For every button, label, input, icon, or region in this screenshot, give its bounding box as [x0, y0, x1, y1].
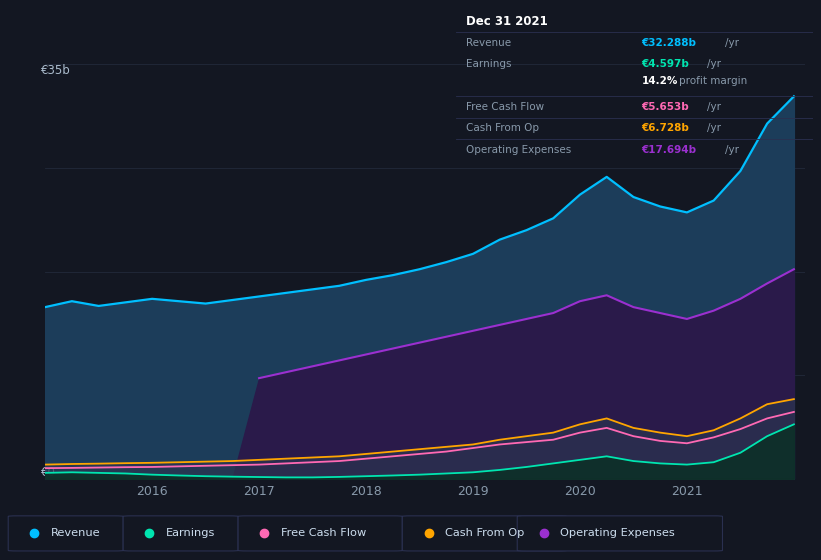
FancyBboxPatch shape [402, 516, 566, 551]
Text: Cash From Op: Cash From Op [466, 123, 539, 133]
Text: Cash From Op: Cash From Op [445, 529, 525, 538]
Text: €0: €0 [41, 466, 56, 479]
Text: /yr: /yr [708, 102, 722, 112]
Text: 2019: 2019 [457, 485, 488, 498]
Text: Free Cash Flow: Free Cash Flow [466, 102, 544, 112]
Text: Operating Expenses: Operating Expenses [560, 529, 675, 538]
Text: €4.597b: €4.597b [641, 59, 690, 69]
Text: 14.2%: 14.2% [641, 76, 678, 86]
Text: /yr: /yr [725, 144, 739, 155]
FancyBboxPatch shape [517, 516, 722, 551]
Text: Earnings: Earnings [466, 59, 511, 69]
Text: Dec 31 2021: Dec 31 2021 [466, 15, 548, 29]
Text: /yr: /yr [725, 38, 739, 48]
Text: €6.728b: €6.728b [641, 123, 690, 133]
Text: Free Cash Flow: Free Cash Flow [281, 529, 366, 538]
Text: Revenue: Revenue [51, 529, 100, 538]
Text: €17.694b: €17.694b [641, 144, 696, 155]
Text: €32.288b: €32.288b [641, 38, 696, 48]
Text: 2017: 2017 [243, 485, 275, 498]
FancyBboxPatch shape [123, 516, 238, 551]
Text: €5.653b: €5.653b [641, 102, 689, 112]
Text: 2016: 2016 [136, 485, 168, 498]
FancyBboxPatch shape [8, 516, 123, 551]
FancyBboxPatch shape [238, 516, 402, 551]
Text: 2021: 2021 [671, 485, 703, 498]
Text: Operating Expenses: Operating Expenses [466, 144, 571, 155]
Text: profit margin: profit margin [679, 76, 747, 86]
Text: Revenue: Revenue [466, 38, 511, 48]
Text: 2018: 2018 [351, 485, 382, 498]
Text: /yr: /yr [708, 59, 722, 69]
Text: /yr: /yr [708, 123, 722, 133]
Text: Earnings: Earnings [166, 529, 215, 538]
Text: 2020: 2020 [564, 485, 596, 498]
Text: €35b: €35b [41, 64, 71, 77]
